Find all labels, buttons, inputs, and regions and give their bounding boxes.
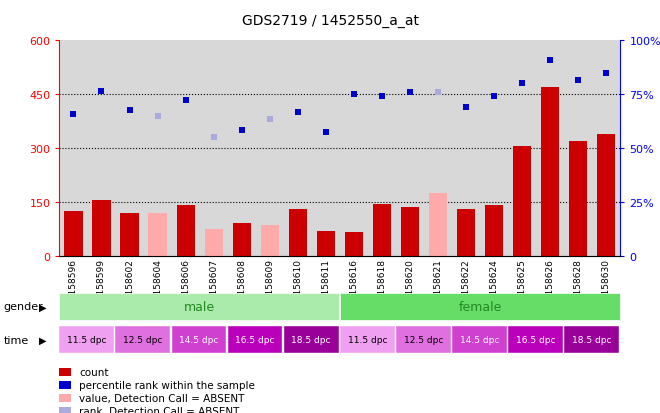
Bar	[513, 147, 531, 256]
Text: 16.5 dpc: 16.5 dpc	[516, 335, 555, 344]
Point	[601, 70, 612, 77]
Point	[68, 112, 79, 118]
Text: ▶: ▶	[39, 301, 47, 312]
Point	[124, 108, 135, 114]
Text: value, Detection Call = ABSENT: value, Detection Call = ABSENT	[79, 393, 245, 403]
Point	[433, 90, 444, 97]
Bar	[120, 213, 139, 256]
Text: 14.5 dpc: 14.5 dpc	[180, 335, 218, 344]
Text: time: time	[3, 335, 28, 345]
Point	[545, 58, 556, 64]
Point	[180, 97, 191, 104]
Bar	[569, 142, 587, 256]
Point	[209, 135, 219, 141]
Text: 11.5 dpc: 11.5 dpc	[67, 335, 106, 344]
Point	[236, 128, 247, 134]
Bar	[64, 211, 82, 256]
Text: gender: gender	[3, 301, 43, 312]
Text: ▶: ▶	[39, 335, 47, 345]
Bar	[485, 206, 504, 256]
Bar	[373, 204, 391, 256]
Text: 12.5 dpc: 12.5 dpc	[123, 335, 162, 344]
Point	[321, 129, 331, 136]
Point	[573, 77, 583, 84]
Text: 14.5 dpc: 14.5 dpc	[460, 335, 499, 344]
Point	[152, 113, 163, 120]
Point	[292, 109, 303, 116]
Bar	[261, 225, 279, 256]
Bar	[288, 209, 307, 256]
Point	[517, 81, 527, 88]
Point	[489, 93, 500, 100]
Point	[405, 90, 415, 97]
Point	[461, 104, 471, 111]
Point	[96, 88, 107, 95]
Bar	[176, 206, 195, 256]
Text: 16.5 dpc: 16.5 dpc	[236, 335, 275, 344]
Bar	[401, 208, 419, 256]
Text: male: male	[183, 300, 214, 313]
Text: 18.5 dpc: 18.5 dpc	[292, 335, 331, 344]
Text: 12.5 dpc: 12.5 dpc	[404, 335, 443, 344]
Text: rank, Detection Call = ABSENT: rank, Detection Call = ABSENT	[79, 406, 240, 413]
Point	[348, 92, 359, 98]
Bar	[205, 229, 223, 256]
Text: female: female	[459, 300, 502, 313]
Point	[377, 93, 387, 100]
Text: GDS2719 / 1452550_a_at: GDS2719 / 1452550_a_at	[242, 14, 418, 28]
Bar	[92, 201, 111, 256]
Text: 11.5 dpc: 11.5 dpc	[348, 335, 387, 344]
Text: percentile rank within the sample: percentile rank within the sample	[79, 380, 255, 390]
Bar	[232, 224, 251, 256]
Bar	[345, 233, 363, 256]
Bar	[541, 88, 560, 256]
Bar	[429, 193, 447, 256]
Text: 18.5 dpc: 18.5 dpc	[572, 335, 611, 344]
Bar	[597, 134, 616, 256]
Bar	[148, 213, 167, 256]
Text: count: count	[79, 367, 109, 377]
Bar	[457, 209, 475, 256]
Point	[265, 117, 275, 123]
Bar	[317, 231, 335, 256]
